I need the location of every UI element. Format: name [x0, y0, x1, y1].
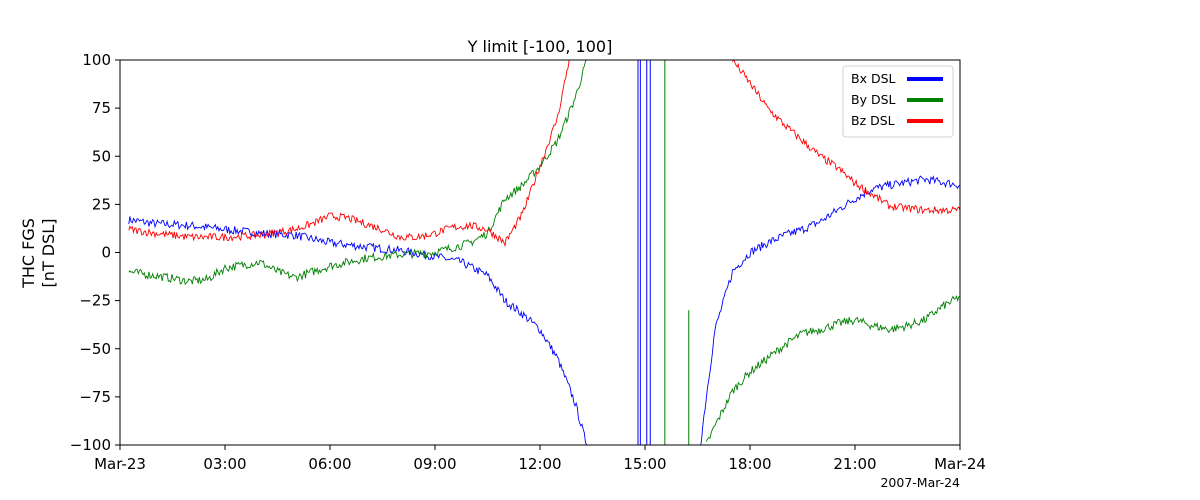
x-axis: Mar-23 03:00 06:00 09:00 12:00 15:00 18:00 21:0…	[94, 445, 986, 473]
x-tick-label-5: 15:00	[623, 455, 666, 473]
y-tick-label-6: −50	[79, 340, 111, 358]
y-axis-label: THC FGS [nT DSL]	[19, 218, 58, 289]
legend: Bx DSL By DSL Bz DSL	[842, 65, 954, 138]
y-tick-label-2: 50	[92, 147, 111, 165]
y-tick-label-7: −75	[79, 388, 111, 406]
y-tick-label-0: 100	[82, 51, 111, 69]
y-axis-label-line1: THC FGS	[19, 218, 38, 289]
y-tick-label-3: 25	[92, 195, 111, 213]
x-tick-label-4: 12:00	[518, 455, 561, 473]
x-tick-label-2: 06:00	[308, 455, 351, 473]
series-line-bx-dsl	[128, 216, 588, 445]
y-axis: 100 75 50 25 0 −25 −50 −75 −100	[70, 51, 120, 454]
series-line-bz-dsl-segment-2	[732, 60, 960, 215]
plot-frame	[119, 59, 961, 446]
y-tick-label-1: 75	[92, 99, 111, 117]
y-tick-label-4: 0	[101, 244, 111, 262]
chart-title: Y limit [-100, 100]	[467, 37, 613, 56]
series-line-by-dsl	[128, 60, 588, 286]
x-tick-label-8: Mar-24	[934, 455, 986, 473]
x-tick-label-3: 09:00	[413, 455, 456, 473]
legend-label-bz-dsl: Bz DSL	[851, 113, 895, 128]
date-label: 2007-Mar-24	[880, 475, 960, 490]
series-line-bx-dsl-segment-2	[700, 175, 960, 445]
x-tick-label-1: 03:00	[203, 455, 246, 473]
legend-label-bx-dsl: Bx DSL	[851, 71, 896, 86]
y-axis-label-line2: [nT DSL]	[39, 219, 58, 288]
series-line-by-dsl-segment-2	[705, 294, 960, 442]
x-tick-label-7: 21:00	[833, 455, 876, 473]
x-tick-label-0: Mar-23	[94, 455, 146, 473]
legend-label-by-dsl: By DSL	[851, 92, 896, 107]
y-tick-label-8: −100	[70, 436, 111, 454]
series-line-bz-dsl	[128, 60, 570, 248]
y-tick-label-5: −25	[79, 292, 111, 310]
x-tick-label-6: 18:00	[728, 455, 771, 473]
series-layer	[128, 60, 960, 445]
